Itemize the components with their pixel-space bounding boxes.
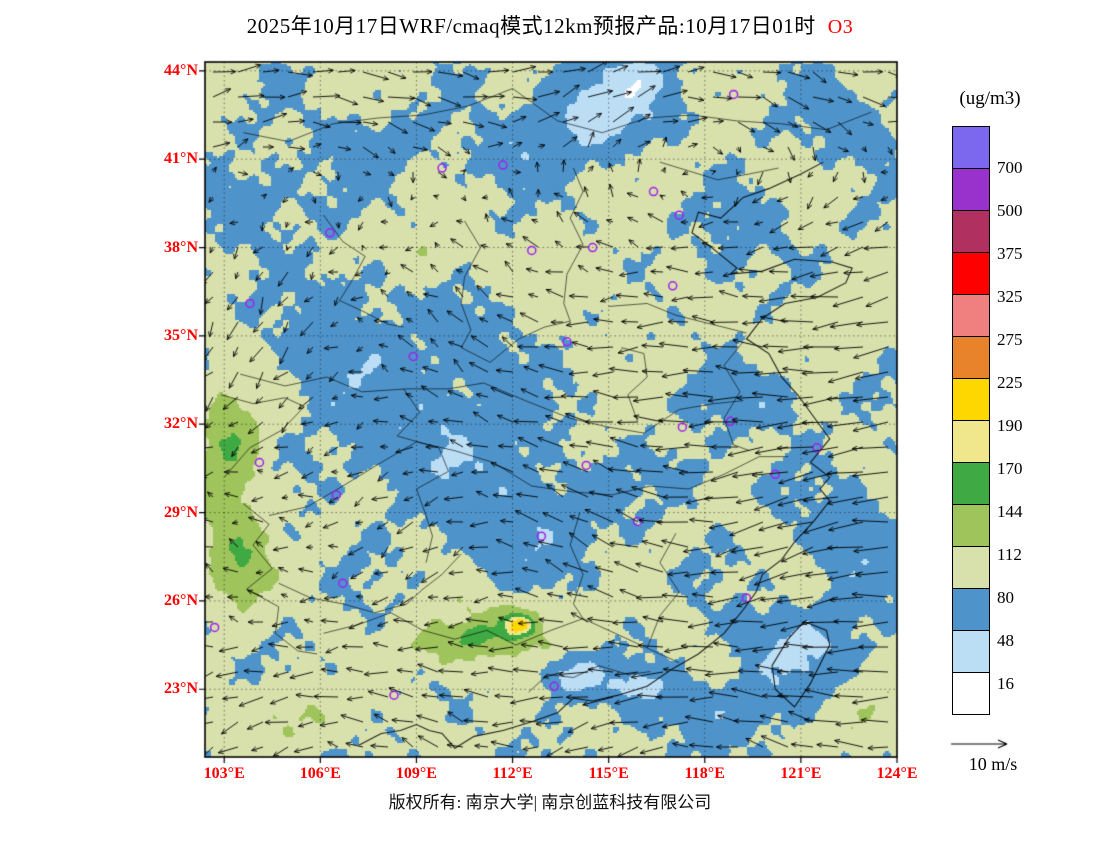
colorbar-swatch [952, 252, 990, 295]
colorbar-swatch [952, 126, 990, 169]
colorbar-swatch [952, 336, 990, 379]
colorbar-swatch [952, 462, 990, 505]
colorbar-swatch [952, 588, 990, 631]
y-axis-tick-label: 23°N [164, 680, 198, 698]
y-axis-tick-label: 38°N [164, 238, 198, 256]
colorbar-swatch [952, 168, 990, 211]
y-axis-tick-label: 41°N [164, 150, 198, 168]
colorbar-tick-label: 500 [997, 201, 1023, 220]
x-axis-tick-label: 109°E [395, 765, 437, 782]
wind-reference-label: 10 m/s [968, 754, 1018, 774]
y-axis-tick-label: 44°N [164, 61, 198, 79]
y-axis-tick-label: 26°N [164, 591, 198, 609]
colorbar-tick-label: 16 [997, 674, 1014, 693]
colorbar-tick-label: 190 [997, 416, 1023, 435]
colorbar-tick-label: 275 [997, 330, 1023, 349]
colorbar-tick-label: 375 [997, 244, 1023, 263]
x-axis-tick-label: 103°E [203, 765, 245, 782]
y-axis-tick-label: 32°N [164, 415, 198, 433]
colorbar-swatch [952, 210, 990, 253]
x-axis-tick-label: 118°E [684, 765, 725, 782]
credit-line: 版权所有: 南京大学| 南京创蓝科技有限公司 [388, 793, 712, 812]
colorbar-swatch [952, 420, 990, 463]
colorbar-swatch [952, 504, 990, 547]
colorbar-tick-label: 80 [997, 588, 1014, 607]
colorbar-swatch [952, 294, 990, 337]
colorbar-tick-label: 112 [997, 545, 1022, 564]
x-axis-tick-label: 124°E [876, 765, 918, 782]
chart-title: 2025年10月17日WRF/cmaq模式12km预报产品:10月17日01时 [246, 14, 816, 38]
colorbar [952, 126, 990, 715]
colorbar-tick-label: 225 [997, 373, 1023, 392]
title-row: 2025年10月17日WRF/cmaq模式12km预报产品:10月17日01时 O… [0, 10, 1100, 40]
x-axis-tick-label: 112°E [492, 765, 533, 782]
colorbar-swatch [952, 378, 990, 421]
colorbar-swatch [952, 546, 990, 589]
x-axis-tick-label: 121°E [780, 765, 822, 782]
colorbar-tick-label: 325 [997, 287, 1023, 306]
colorbar-swatch [952, 630, 990, 673]
colorbar-unit-label: (ug/m3) [959, 88, 1021, 109]
x-axis-tick-label: 106°E [299, 765, 341, 782]
species-label: O3 [827, 16, 854, 38]
colorbar-swatch [952, 672, 990, 715]
colorbar-tick-label: 144 [997, 502, 1023, 521]
colorbar-tick-label: 700 [997, 158, 1023, 177]
y-axis-tick-label: 29°N [164, 503, 198, 521]
colorbar-tick-label: 48 [997, 631, 1014, 650]
x-axis-tick-label: 115°E [588, 765, 629, 782]
y-axis-tick-label: 35°N [164, 326, 198, 344]
colorbar-tick-label: 170 [997, 459, 1023, 478]
